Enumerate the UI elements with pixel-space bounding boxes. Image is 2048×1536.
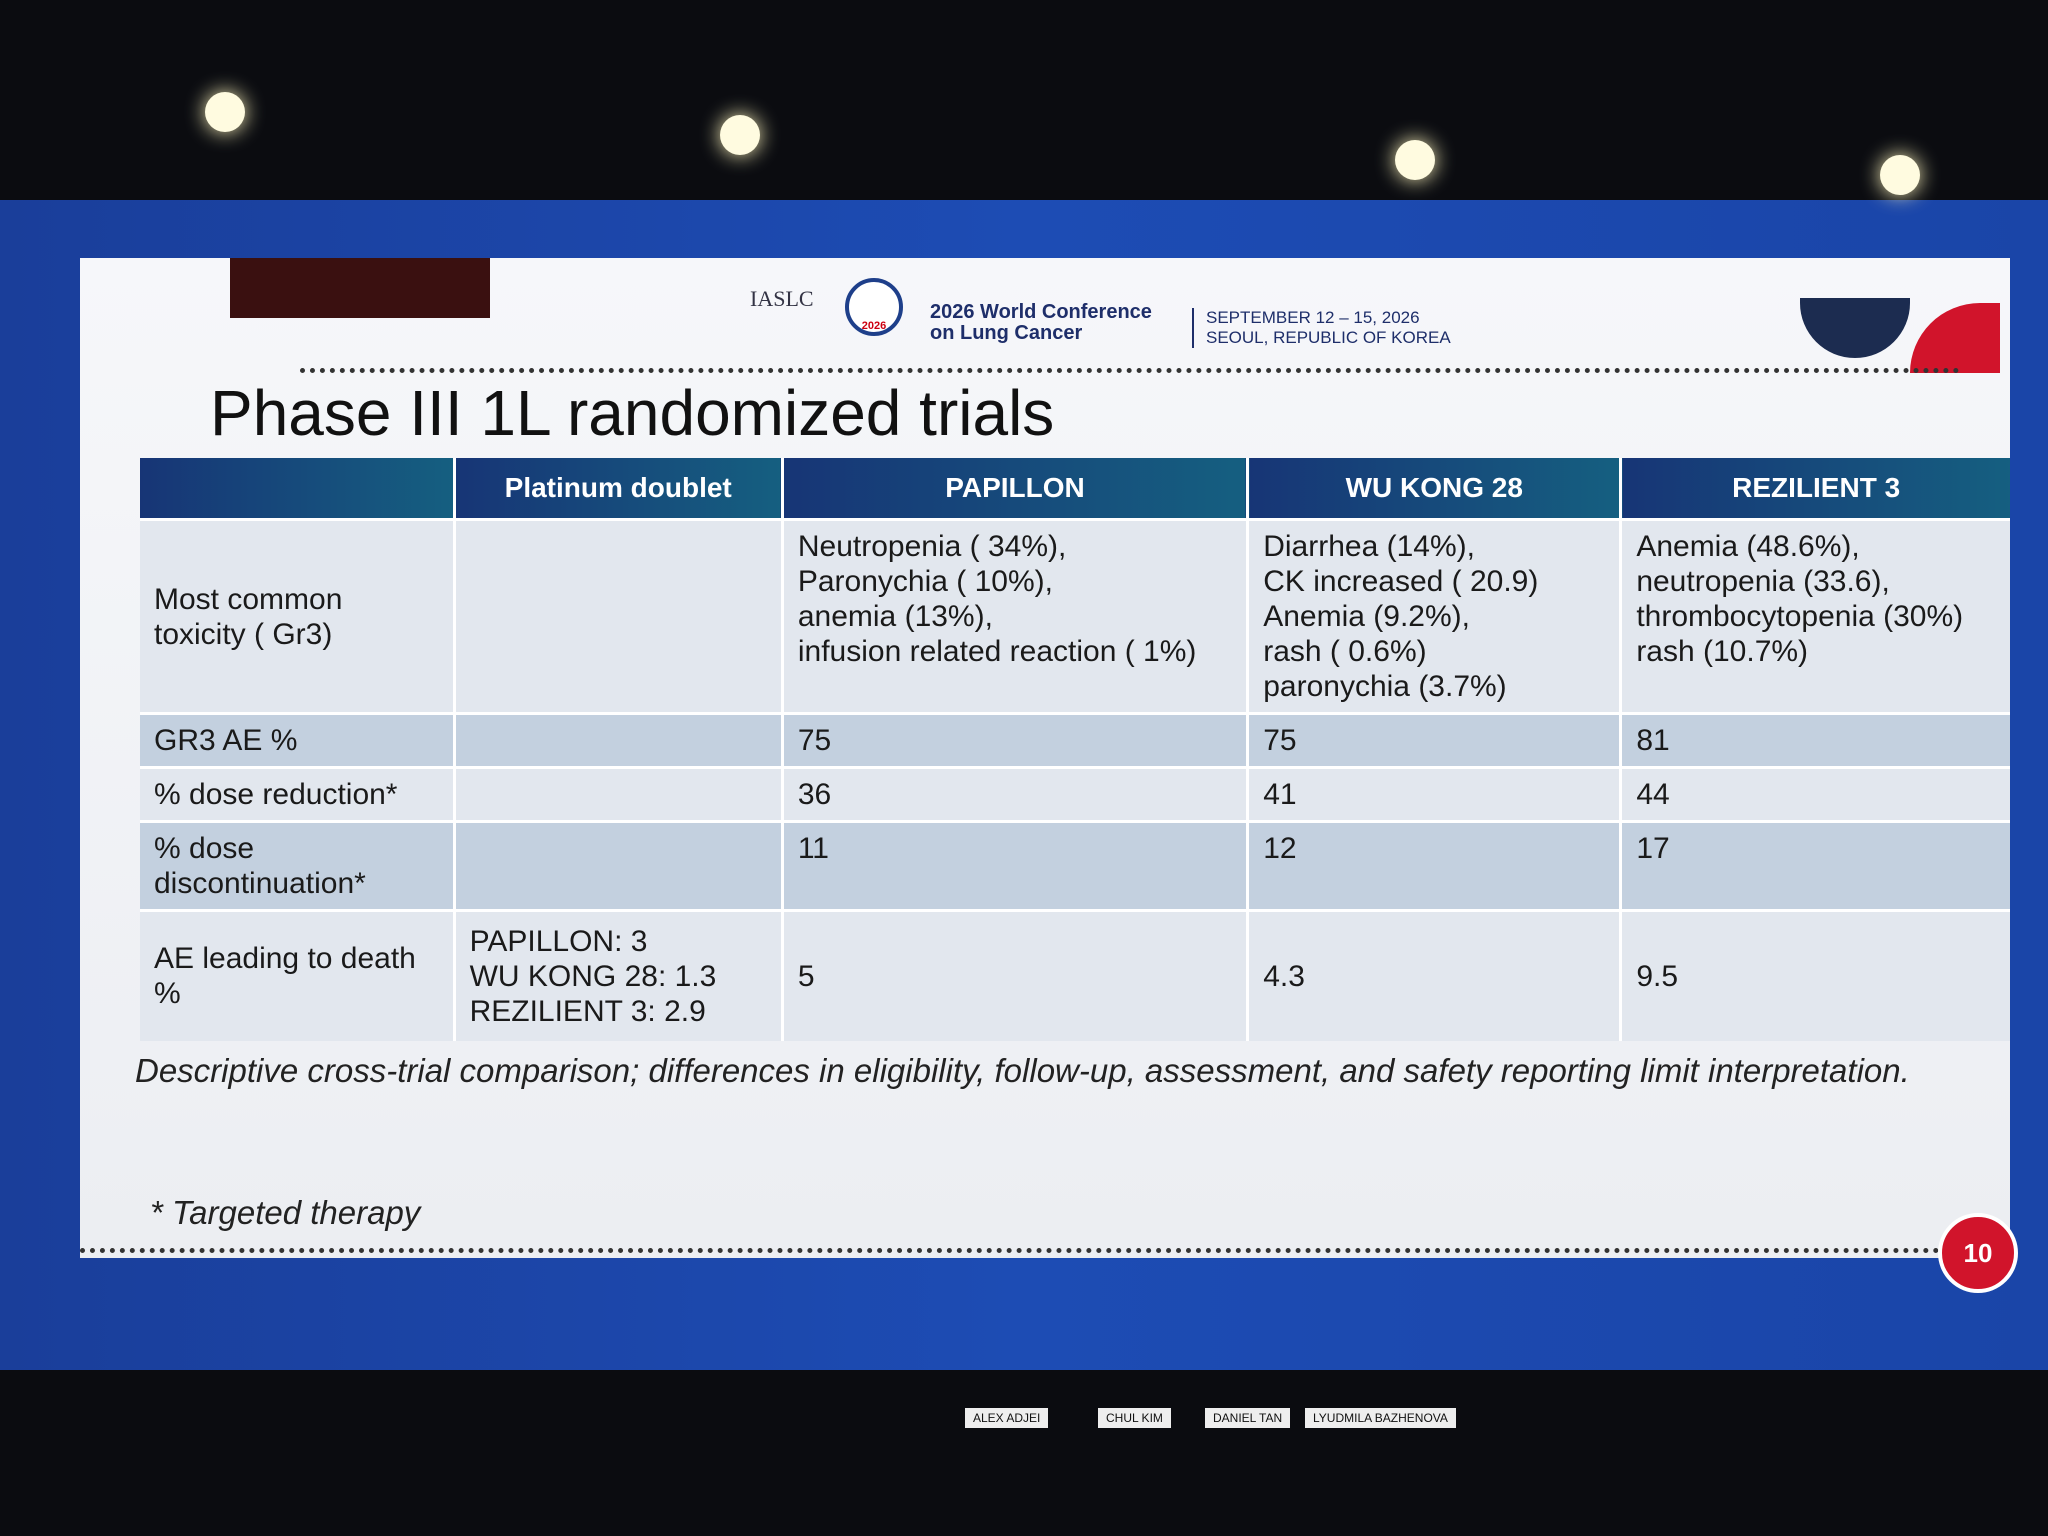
note: Descriptive cross-trial comparison; diff… bbox=[135, 1052, 1910, 1089]
org-name: IASLC bbox=[750, 286, 814, 311]
header-shape bbox=[1910, 303, 2000, 373]
cell-line: thrombocytopenia (30%) bbox=[1636, 600, 1964, 633]
speaker-plate: ALEX ADJEI bbox=[965, 1408, 1049, 1428]
table-cell bbox=[452, 820, 783, 911]
cell-line: rash (10.7%) bbox=[1636, 635, 1809, 668]
row-label: Most common toxicity ( Gr3) bbox=[140, 518, 455, 714]
stage-light bbox=[205, 92, 245, 132]
slide-header: IASLC 2026 2026 World Conference on Lung… bbox=[80, 258, 2010, 378]
table-cell bbox=[452, 518, 783, 714]
trial-table: Platinum doublet PAPILLON WU KONG 28 REZILI… bbox=[140, 458, 2010, 1041]
cell-line: neutropenia (33.6), bbox=[1636, 565, 1890, 598]
table-cell: Anemia (48.6%), neutropenia (33.6), thromb… bbox=[1619, 518, 2010, 714]
table-cell: 36 bbox=[780, 766, 1248, 822]
stage-light bbox=[1880, 155, 1920, 195]
header-cell bbox=[140, 458, 455, 520]
table-cell: 9.5 bbox=[1619, 909, 2010, 1041]
header-image bbox=[230, 258, 490, 318]
table-row: % dose reduction* 36 41 44 bbox=[140, 766, 2010, 822]
cell-line: Neutropenia ( 34%), bbox=[797, 530, 1067, 563]
cell-line: PAPILLON: 3 bbox=[469, 924, 648, 958]
table-cell: 75 bbox=[780, 712, 1248, 768]
cell-line: REZILIENT 3: 2.9 bbox=[469, 994, 706, 1028]
speaker-plate: DANIEL TAN bbox=[1205, 1408, 1291, 1428]
footnote: * Targeted therapy bbox=[150, 1194, 421, 1231]
table-row: Most common toxicity ( Gr3) Neutropenia (… bbox=[140, 518, 2010, 714]
table-cell: 5 bbox=[780, 909, 1248, 1041]
table-row: AE leading to death % PAPILLON: 3 WU KONG … bbox=[140, 909, 2010, 1041]
column-header: REZILIENT 3 bbox=[1619, 458, 2010, 520]
slide: IASLC 2026 2026 World Conference on Lung… bbox=[80, 258, 2018, 1293]
cell-line: WU KONG 28: 1.3 bbox=[469, 959, 717, 993]
table-cell: Neutropenia ( 34%), Paronychia ( 10%), ane… bbox=[780, 518, 1248, 714]
table-cell: 41 bbox=[1246, 766, 1621, 822]
cell-line: CK increased ( 20.9) bbox=[1263, 565, 1539, 598]
column-header: Platinum doublet bbox=[452, 458, 783, 520]
table-cell bbox=[452, 766, 783, 822]
row-label: % dose discontinuation* bbox=[140, 820, 455, 911]
table-row: % dose discontinuation* 11 12 17 bbox=[140, 820, 2010, 911]
header-image bbox=[1800, 298, 1910, 358]
slide-title: Phase III 1L randomized trials bbox=[210, 377, 1055, 449]
cell-line: anemia (13%), bbox=[797, 600, 993, 633]
conference-name: 2026 World Conference on Lung Cancer bbox=[930, 302, 1152, 344]
table-cell: PAPILLON: 3 WU KONG 28: 1.3 REZILIENT 3: 2… bbox=[452, 909, 783, 1041]
column-header: PAPILLON bbox=[780, 458, 1248, 520]
row-label: AE leading to death % bbox=[140, 909, 455, 1041]
cell-line: Anemia (48.6%), bbox=[1636, 530, 1860, 563]
logo: 2026 bbox=[845, 278, 903, 336]
table-cell: 4.3 bbox=[1246, 909, 1621, 1041]
speaker-plate: LYUDMILA BAZHENOVA bbox=[1305, 1408, 1456, 1428]
table-cell: 17 bbox=[1619, 820, 2010, 911]
table-cell: 44 bbox=[1619, 766, 2010, 822]
table-cell: Diarrhea (14%), CK increased ( 20.9) Anemi… bbox=[1246, 518, 1621, 714]
row-label: % dose reduction* bbox=[140, 766, 455, 822]
table-cell bbox=[452, 712, 783, 768]
conference-line: on Lung Cancer bbox=[930, 322, 1083, 344]
conference-dates: SEPTEMBER 12 – 15, 2026 SEOUL, REPUBLIC … bbox=[1192, 308, 1451, 348]
dates: SEPTEMBER 12 – 15, 2026 bbox=[1206, 308, 1420, 327]
cell-line: rash ( 0.6%) bbox=[1263, 635, 1427, 668]
divider bbox=[80, 1248, 2000, 1253]
table-cell: 81 bbox=[1619, 712, 2010, 768]
table-cell: 12 bbox=[1246, 820, 1621, 911]
speaker-plate: CHUL KIM bbox=[1098, 1408, 1171, 1428]
column-header: WU KONG 28 bbox=[1246, 458, 1621, 520]
row-label: GR3 AE % bbox=[140, 712, 455, 768]
cell-line: Anemia (9.2%), bbox=[1263, 600, 1470, 633]
cell-line: Paronychia ( 10%), bbox=[797, 565, 1053, 598]
divider bbox=[300, 368, 1960, 373]
table-cell: 75 bbox=[1246, 712, 1621, 768]
table-cell: 11 bbox=[780, 820, 1248, 911]
header-row: Platinum doublet PAPILLON WU KONG 28 REZILI… bbox=[140, 458, 2010, 520]
stage-light bbox=[720, 115, 760, 155]
cell-line: paronychia (3.7%) bbox=[1263, 670, 1507, 703]
cell-line: Diarrhea (14%), bbox=[1263, 530, 1475, 563]
cell-line: infusion related reaction ( 1%) bbox=[797, 635, 1197, 668]
page-number: 10 bbox=[1938, 1213, 2018, 1293]
location: SEOUL, REPUBLIC OF KOREA bbox=[1206, 328, 1451, 347]
stage-light bbox=[1395, 140, 1435, 180]
table-row: GR3 AE % 75 75 81 bbox=[140, 712, 2010, 768]
conference-line: 2026 World Conference bbox=[930, 301, 1152, 323]
